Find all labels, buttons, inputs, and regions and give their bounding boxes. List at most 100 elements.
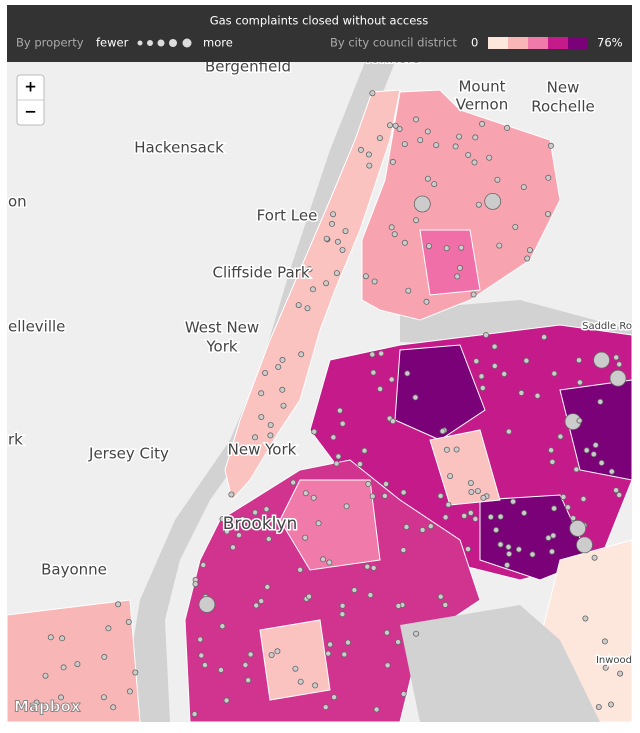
complaint-dot	[365, 151, 372, 158]
complaint-dot	[480, 494, 487, 501]
complaint-dot	[309, 286, 316, 293]
complaint-dot	[191, 711, 198, 718]
complaint-dot	[315, 520, 322, 527]
property-label: By property	[16, 36, 84, 50]
complaint-dot	[557, 433, 564, 440]
complaint-dot	[367, 592, 374, 599]
complaint-dot	[110, 704, 117, 711]
complaint-dot	[487, 514, 494, 521]
complaint-dot	[239, 516, 246, 523]
complaint-dot	[445, 501, 452, 508]
complaint-dot	[412, 116, 419, 123]
complaint-dot	[419, 526, 426, 533]
complaint-dot	[505, 544, 512, 551]
complaint-dot	[229, 544, 236, 551]
complaint-dot	[371, 278, 378, 285]
complaint-dot	[59, 635, 66, 642]
complaint-dot	[247, 651, 254, 658]
complaint-dot	[192, 581, 199, 588]
complaint-dot	[328, 220, 335, 227]
complaint-dot	[412, 394, 419, 401]
complaint-dot	[400, 489, 407, 496]
complaint-dot	[442, 514, 449, 521]
complaint-dot	[613, 354, 620, 361]
complaint-dot	[534, 392, 541, 399]
complaint-dot	[262, 369, 269, 376]
district	[394, 344, 486, 441]
complaint-dot	[331, 694, 338, 701]
complaint-dot	[302, 534, 309, 541]
complaint-dot	[497, 541, 504, 548]
complaint-dot	[386, 122, 393, 129]
complaint-dot	[591, 554, 598, 561]
complaint-dot	[391, 231, 398, 238]
complaint-dot	[305, 593, 312, 600]
complaint-dot	[573, 466, 580, 473]
complaint-dot	[365, 480, 372, 487]
complaint-dot	[590, 451, 597, 458]
complaint-dot	[549, 548, 556, 555]
complaint-dot	[461, 512, 468, 519]
place-label: on	[8, 193, 27, 211]
complaint-dot	[126, 688, 133, 695]
complaint-dot	[333, 460, 340, 467]
scale-swatch	[528, 37, 548, 49]
complaint-dot	[569, 520, 587, 537]
complaint-dot	[456, 264, 463, 271]
complaint-dot	[357, 146, 364, 153]
complaint-dot	[339, 611, 346, 618]
complaint-dot	[570, 515, 577, 522]
complaint-dot	[608, 468, 615, 475]
complaint-dot	[470, 291, 477, 298]
complaint-dot	[454, 273, 461, 280]
complaint-dot	[132, 669, 139, 676]
complaint-dot	[311, 428, 318, 435]
complaint-dot	[58, 694, 65, 701]
complaint-dot	[494, 176, 501, 183]
complaint-dot	[464, 546, 471, 553]
complaint-dot	[336, 407, 343, 414]
complaint-dot	[369, 90, 376, 97]
complaint-dot	[370, 369, 377, 376]
complaint-dot	[100, 694, 107, 701]
complaint-dot	[465, 151, 472, 158]
place-label: Inwood	[596, 655, 632, 666]
complaint-dot	[378, 350, 385, 357]
complaint-dot	[468, 488, 475, 495]
size-key	[169, 39, 177, 47]
district	[559, 379, 633, 481]
place-label: Jersey City	[88, 445, 169, 463]
complaint-dot	[548, 447, 555, 454]
complaint-dot	[47, 634, 54, 641]
zoom-in[interactable]: +	[24, 78, 37, 96]
zoom-out[interactable]: −	[24, 103, 37, 121]
complaint-dot	[493, 527, 500, 534]
complaint-dot	[576, 536, 593, 554]
complaint-dot	[326, 559, 333, 566]
place-label: New York	[228, 441, 297, 459]
complaint-dot	[383, 629, 390, 636]
district	[361, 89, 561, 321]
complaint-dot	[258, 598, 265, 605]
complaint-dot	[595, 704, 602, 711]
complaint-dot	[384, 662, 391, 669]
size-key	[147, 40, 153, 46]
complaint-dot	[497, 513, 504, 520]
complaint-dot	[333, 270, 340, 277]
complaint-dot	[388, 376, 395, 383]
place-label: Saddle Ro	[582, 321, 632, 332]
place-label: Bayonne	[41, 561, 107, 579]
complaint-dot	[325, 650, 332, 657]
complaint-dot	[580, 495, 587, 502]
complaint-dot	[323, 235, 330, 242]
complaint-dot	[356, 461, 363, 468]
complaint-dot	[376, 135, 383, 142]
place-label: New	[547, 79, 580, 97]
complaint-dot	[245, 677, 252, 684]
place-label: West New	[185, 319, 259, 337]
complaint-dot	[583, 447, 590, 454]
complaint-dot	[491, 343, 498, 350]
complaint-dot	[400, 547, 407, 554]
complaint-dot	[423, 298, 430, 305]
